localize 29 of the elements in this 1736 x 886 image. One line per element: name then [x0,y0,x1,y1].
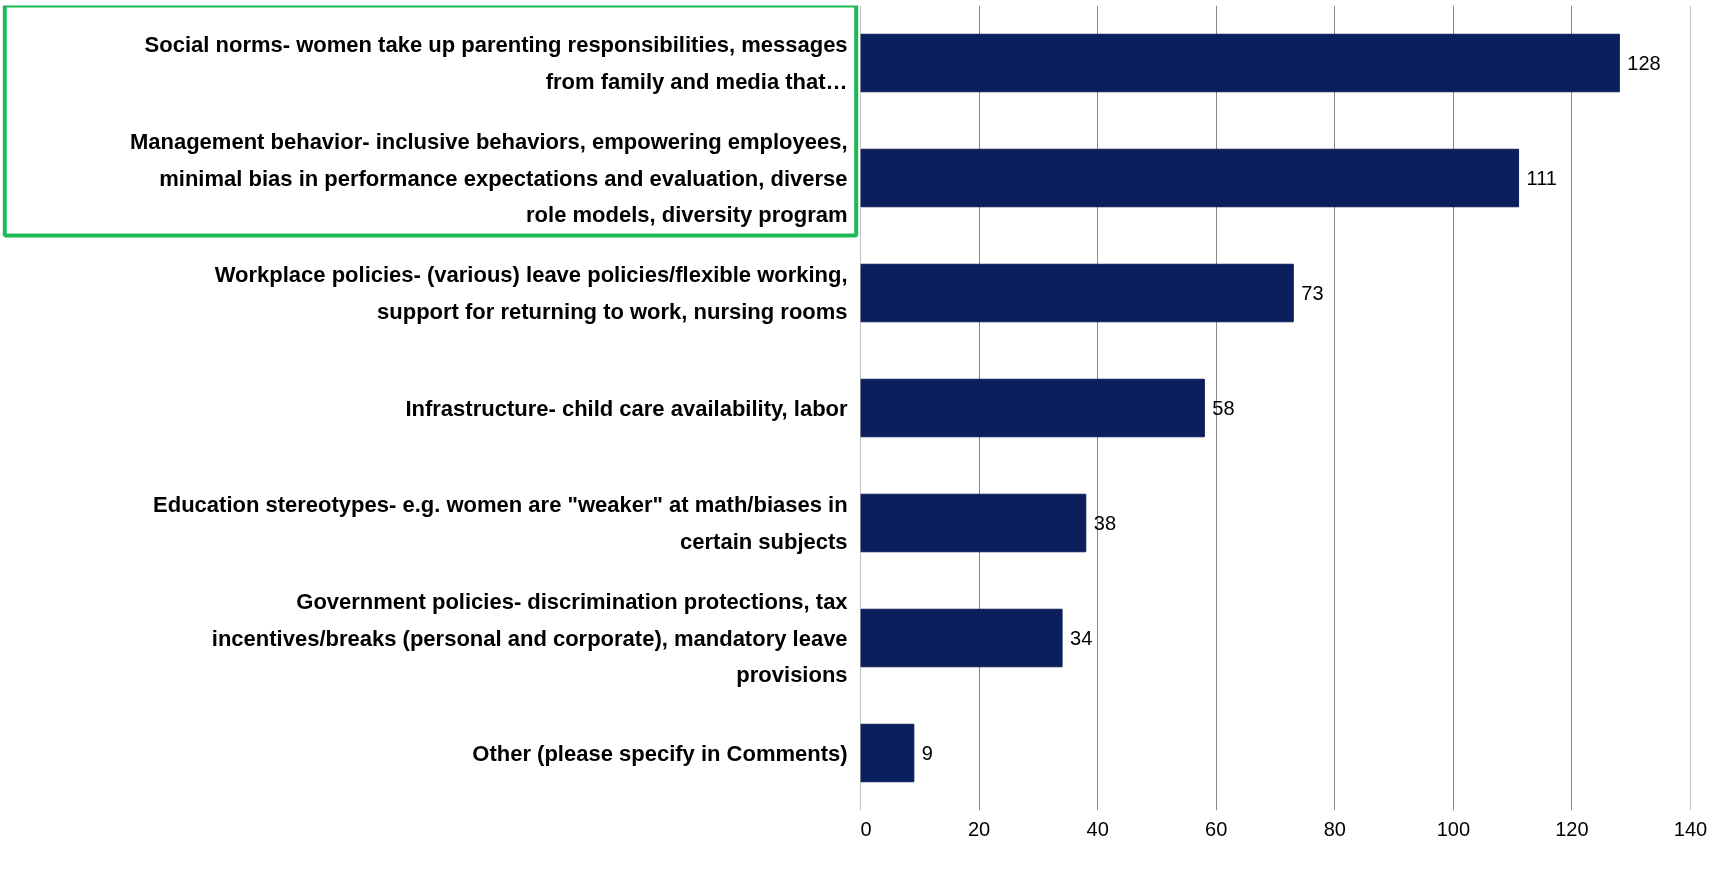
x-tick-label: 80 [1323,817,1346,840]
y-tick-label: Infrastructure- child care availability, labor [405,395,849,421]
bar [860,493,1087,553]
bar [860,33,1620,93]
x-tick-label: 120 [1555,817,1589,840]
y-tick-label: Social norms- women take up parenting responsibilities, messages from family and media that… [144,32,848,94]
bar [860,723,915,783]
bar [860,378,1205,438]
y-tick-label: Education stereotypes- e.g. women are "weaker" at math/biases in certain subjects [153,492,848,554]
bar [860,608,1063,668]
data-label: 38 [1093,512,1117,534]
y-tick-label: Management behavior- inclusive behaviors, empowering employees, minimal bias in performance expectations and evaluation, diverse role models, diversity program [129,129,848,227]
bar [860,263,1294,323]
x-tick-label: 40 [1086,817,1109,840]
y-tick-label: Other (please specify in Comments) [472,740,848,766]
x-tick-label: 60 [1205,817,1228,840]
data-label: 73 [1301,282,1324,304]
y-tick-label: Workplace policies- (various) leave policies/flexible working, support for returning to work, nursing rooms [214,262,848,324]
data-label: 34 [1070,627,1093,649]
x-tick-label: 100 [1436,817,1471,840]
x-tick-label: 140 [1673,817,1708,840]
x-tick-label: 0 [860,817,872,840]
bar [860,148,1520,208]
data-label: 128 [1627,52,1661,74]
x-tick-label: 20 [967,817,991,840]
y-tick-label: Government policies- discrimination protections, tax incentives/breaks (personal and corporate), mandatory leave provisions [211,589,849,687]
data-label: 9 [921,742,933,764]
data-label: 58 [1212,397,1235,419]
data-label: 111 [1526,167,1557,189]
